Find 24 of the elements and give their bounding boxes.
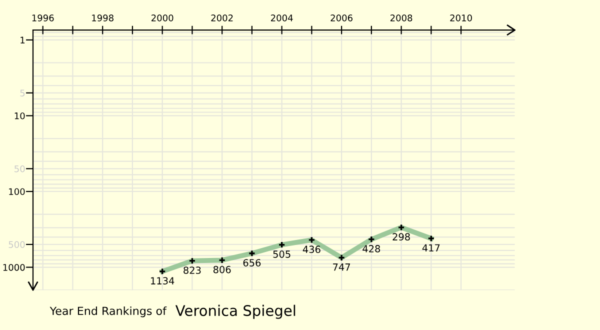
x-tick-label: 2002 — [211, 14, 233, 22]
data-label: 428 — [362, 245, 380, 252]
x-tick-label: 2008 — [390, 14, 412, 22]
data-label: 298 — [392, 233, 410, 240]
data-label: 436 — [302, 246, 320, 254]
data-label: 505 — [273, 250, 290, 258]
x-tick-label: 2006 — [330, 14, 352, 22]
y-tick-label: 1000 — [3, 264, 25, 271]
x-tick-label: 2010 — [450, 14, 472, 22]
y-tick-label: 10 — [14, 112, 25, 120]
x-tick-label: 2004 — [270, 14, 293, 22]
text: Veronica Spiegel — [175, 304, 296, 319]
x-tick-label: 1998 — [92, 14, 114, 22]
data-label: 806 — [213, 266, 231, 274]
data-label: 747 — [333, 264, 350, 271]
data-label: 656 — [243, 259, 261, 266]
data-label: 823 — [184, 266, 201, 274]
x-tick-label: 1996 — [32, 14, 54, 22]
y-tick-label: 1 — [20, 36, 25, 44]
data-label: 1134 — [151, 277, 174, 284]
x-tick-label: 2000 — [152, 14, 174, 22]
text: Year End Rankings of — [50, 306, 167, 318]
y-tick-label: 100 — [9, 188, 25, 196]
data-label: 417 — [422, 244, 440, 252]
